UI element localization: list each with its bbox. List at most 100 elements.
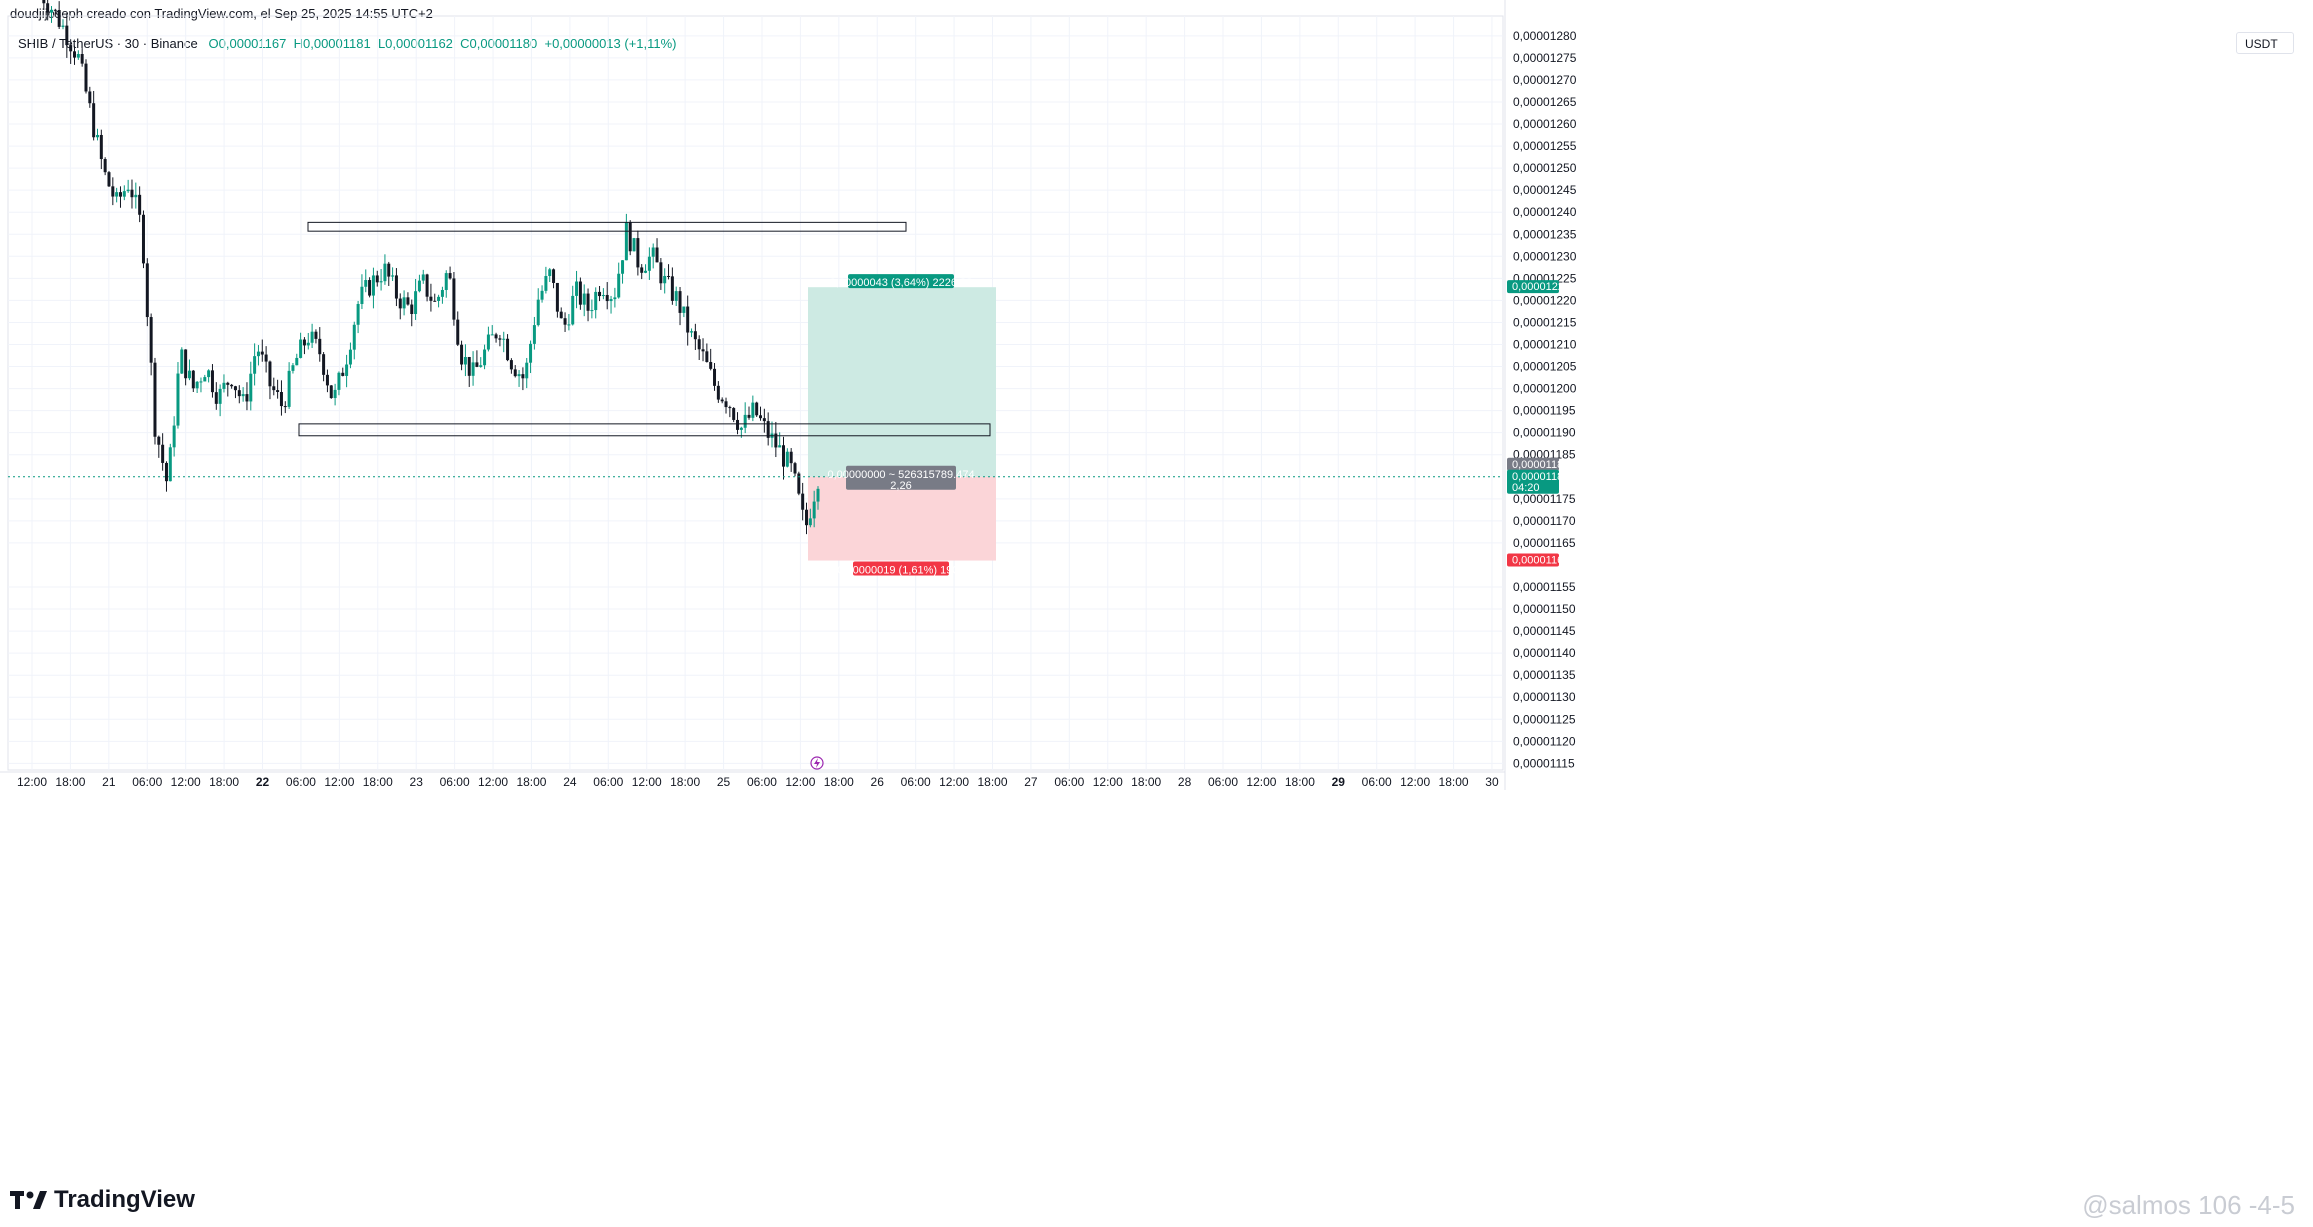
- candle-body: [237, 390, 241, 397]
- candle-body: [659, 262, 663, 284]
- candle-body: [53, 9, 57, 11]
- candle-body: [789, 451, 793, 464]
- price-tick-label: 0,00001210: [1513, 337, 1577, 351]
- candle-body: [241, 394, 245, 397]
- price-tick-label: 0,00001195: [1513, 404, 1576, 418]
- time-tick-label: 06:00: [1054, 775, 1084, 789]
- candle-body: [76, 54, 80, 58]
- candle-body: [57, 10, 61, 27]
- symbol-name[interactable]: SHIB / TetherUS · 30 · Binance: [18, 36, 198, 51]
- candle-body: [571, 295, 575, 325]
- svg-text:0,00001180: 0,00001180: [1512, 471, 1569, 483]
- support-rectangle: [298, 423, 991, 437]
- candle-body: [544, 276, 548, 291]
- time-axis[interactable]: 12:00 18:00 21 06:00 12:00 18:00 22 06:00 12:00 1…: [0, 756, 1505, 789]
- candle-body: [283, 406, 287, 408]
- candle-body: [398, 298, 402, 309]
- candle-body: [782, 445, 786, 467]
- candle-body: [540, 290, 544, 300]
- resistance-rectangle: [307, 221, 907, 232]
- drawn-rectangles[interactable]: [298, 221, 991, 437]
- price-tick-label: 0,00001270: [1513, 73, 1577, 87]
- candle-body: [483, 349, 487, 366]
- candle-body: [601, 294, 605, 297]
- stop-price-tag: 0,00001161: [1507, 553, 1569, 567]
- candle-body: [325, 374, 329, 386]
- candle-body: [260, 351, 264, 355]
- candle-body: [755, 402, 759, 416]
- candle-body: [713, 368, 717, 386]
- price-tick-label: 0,00001230: [1513, 249, 1577, 263]
- brand-name: TradingView: [54, 1186, 195, 1213]
- price-tick-label: 0,00001205: [1513, 360, 1577, 374]
- tradingview-logo[interactable]: TradingView: [10, 1186, 195, 1214]
- candle-body: [490, 334, 494, 336]
- time-tick-label: 18:00: [363, 775, 393, 789]
- lightning-icon: [810, 756, 824, 770]
- candle-body: [575, 281, 579, 296]
- time-tick-label: 06:00: [747, 775, 777, 789]
- candle-body: [686, 306, 690, 333]
- time-tick-label: 18:00: [977, 775, 1007, 789]
- candle-body: [383, 263, 387, 282]
- candle-body: [494, 334, 498, 339]
- candle-body: [433, 300, 437, 302]
- position-zones[interactable]: [808, 287, 996, 561]
- chart-author-line: doudjijoseph creado con TradingView.com,…: [10, 6, 433, 21]
- price-tick-label: 0,00001245: [1513, 183, 1577, 197]
- symbol-ohlc-legend[interactable]: SHIB / TetherUS · 30 · Binance O0,000011…: [18, 36, 677, 51]
- time-tick-label: 06:00: [1362, 775, 1392, 789]
- price-tick-label: 0,00001265: [1513, 95, 1577, 109]
- plot-border: [7, 15, 1504, 771]
- candle-body: [103, 159, 107, 173]
- candle-body: [203, 377, 207, 382]
- currency-unit-label[interactable]: USDT: [2236, 32, 2294, 54]
- candle-body: [314, 331, 318, 339]
- candle-body: [337, 372, 341, 390]
- candle-body: [180, 349, 184, 374]
- profit-zone: [808, 287, 996, 477]
- candle-body: [816, 488, 820, 502]
- price-tick-label: 0,00001255: [1513, 139, 1577, 153]
- candle-body: [739, 427, 743, 430]
- candle-body: [624, 222, 628, 261]
- price-axis[interactable]: 0,00001280 0,00001275 0,00001270 0,00001265…: [1504, 0, 1577, 790]
- candle-body: [425, 274, 429, 297]
- candle-body: [636, 238, 640, 268]
- candle-body: [724, 401, 728, 408]
- loss-zone: [808, 476, 996, 561]
- time-tick-label: 24: [563, 775, 577, 789]
- candle-body: [812, 501, 816, 519]
- candle-body: [759, 415, 763, 419]
- candle-body: [122, 191, 126, 197]
- candle-body: [249, 373, 253, 402]
- candlestick-series: [42, 0, 820, 535]
- candle-body: [506, 338, 510, 361]
- price-tick-label: 0,00001215: [1513, 315, 1577, 329]
- candle-body: [291, 365, 295, 371]
- candle-body: [318, 338, 322, 355]
- candle-body: [264, 354, 268, 362]
- candle-body: [774, 433, 778, 448]
- candle-body: [486, 334, 490, 350]
- stop-label: 0,00000019 (1,61%) 1900: [837, 561, 965, 577]
- entry-price-tag: 0,00001180: [1507, 457, 1569, 471]
- candle-body: [456, 319, 460, 345]
- candle-body: [517, 374, 521, 377]
- candle-body: [590, 310, 594, 312]
- candle-body: [801, 493, 805, 510]
- ohlc-high: H0,00001181: [293, 36, 371, 51]
- price-tick-label: 0,00001130: [1513, 690, 1576, 704]
- candle-body: [245, 394, 249, 402]
- time-tick-label: 23: [410, 775, 424, 789]
- candle-body: [628, 222, 632, 252]
- candle-body: [582, 293, 586, 305]
- time-tick-label: 12:00: [478, 775, 508, 789]
- candle-body: [302, 339, 306, 346]
- tradingview-logo-icon: [10, 1189, 48, 1211]
- candle-body: [375, 275, 379, 283]
- candle-body: [406, 297, 410, 305]
- candle-body: [552, 269, 556, 283]
- candle-body: [341, 372, 345, 376]
